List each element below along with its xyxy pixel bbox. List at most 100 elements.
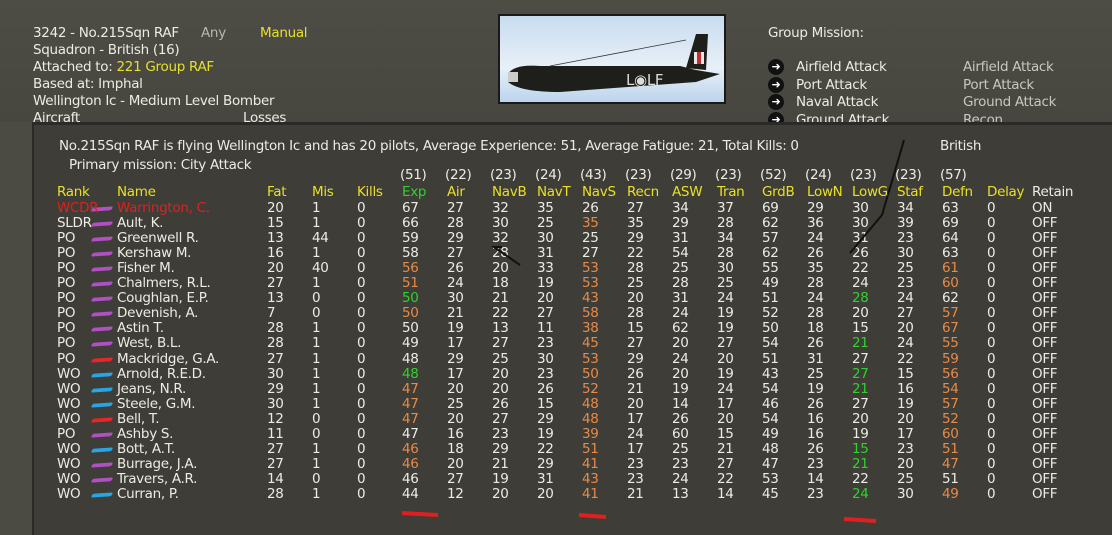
cell-retain[interactable]: OFF xyxy=(1032,245,1058,262)
cell-name[interactable]: Chalmers, R.L. xyxy=(117,275,211,292)
cell-lown: 19 xyxy=(807,380,824,397)
cell-name[interactable]: Fisher M. xyxy=(117,260,175,277)
cell-retain[interactable]: OFF xyxy=(1032,365,1058,382)
cell-mis: 44 xyxy=(312,230,329,247)
column-header-navb[interactable]: NavB xyxy=(492,184,527,200)
cell-name[interactable]: Steele, G.M. xyxy=(117,395,196,412)
arrow-right-icon[interactable]: ➜ xyxy=(768,94,784,110)
column-header-delay[interactable]: Delay xyxy=(987,184,1025,200)
cell-retain[interactable]: OFF xyxy=(1032,455,1058,472)
cell-defn: 57 xyxy=(942,305,959,322)
group-mission-option[interactable]: ➜ Naval Attack xyxy=(768,94,878,110)
column-header-recn[interactable]: Recn xyxy=(627,184,659,200)
cell-navb: 26 xyxy=(492,395,509,412)
cell-name[interactable]: Burrage, J.A. xyxy=(117,455,198,472)
cell-defn: 52 xyxy=(942,410,959,427)
cell-name[interactable]: Bott, A.T. xyxy=(117,440,175,457)
column-header-air[interactable]: Air xyxy=(447,184,465,200)
cell-name[interactable]: Ashby S. xyxy=(117,425,174,442)
cell-grdb: 46 xyxy=(762,395,779,412)
cell-retain[interactable]: OFF xyxy=(1032,380,1058,397)
cell-retain[interactable]: OFF xyxy=(1032,215,1058,232)
column-header-exp[interactable]: Exp xyxy=(402,184,427,200)
cell-exp: 49 xyxy=(402,335,419,352)
cell-navt: 30 xyxy=(537,230,554,247)
cell-name[interactable]: Ault, K. xyxy=(117,215,164,232)
group-mission-option[interactable]: ➜ Port Attack xyxy=(768,76,867,93)
cell-name[interactable]: Greenwell R. xyxy=(117,230,199,247)
column-header-rank[interactable]: Rank xyxy=(57,184,90,200)
arrow-right-icon[interactable]: ➜ xyxy=(768,59,784,75)
cell-retain[interactable]: OFF xyxy=(1032,410,1058,427)
cell-retain[interactable]: OFF xyxy=(1032,305,1058,322)
arrow-right-icon[interactable]: ➜ xyxy=(768,76,784,93)
cell-retain[interactable]: OFF xyxy=(1032,290,1058,307)
based-link[interactable]: Imphal xyxy=(98,76,143,92)
cell-retain[interactable]: OFF xyxy=(1032,260,1058,277)
cell-retain[interactable]: OFF xyxy=(1032,230,1058,247)
cell-asw: 20 xyxy=(672,365,689,382)
cell-name[interactable]: Astin T. xyxy=(117,320,164,337)
column-header-navs[interactable]: NavS xyxy=(582,184,616,200)
cell-name[interactable]: Bell, T. xyxy=(117,410,160,427)
cell-name[interactable]: Travers, A.R. xyxy=(117,470,198,487)
attached-link[interactable]: 221 Group RAF xyxy=(116,59,215,75)
cell-retain[interactable]: OFF xyxy=(1032,440,1058,457)
cell-delay: 0 xyxy=(987,485,996,502)
cell-name[interactable]: Kershaw M. xyxy=(117,245,192,262)
cell-exp: 67 xyxy=(402,200,419,216)
cell-name[interactable]: Devenish, A. xyxy=(117,305,199,322)
column-header-name[interactable]: Name xyxy=(117,184,156,200)
cell-navt: 20 xyxy=(537,290,554,307)
cell-staf: 20 xyxy=(897,410,914,427)
cell-retain[interactable]: OFF xyxy=(1032,320,1058,337)
cell-retain[interactable]: OFF xyxy=(1032,275,1058,292)
cell-name[interactable]: Mackridge, G.A. xyxy=(117,350,220,367)
mode-toggle[interactable]: Manual xyxy=(260,25,308,41)
cell-retain[interactable]: OFF xyxy=(1032,470,1058,487)
cell-name[interactable]: Coughlan, E.P. xyxy=(117,290,209,307)
column-header-fat[interactable]: Fat xyxy=(267,184,287,200)
cell-staf: 23 xyxy=(897,230,914,247)
cell-rank: WO xyxy=(57,485,81,502)
aircraft-type[interactable]: Wellington Ic - Medium Level Bomber xyxy=(33,93,275,109)
cell-air: 27 xyxy=(447,200,464,216)
cell-grdb: 54 xyxy=(762,410,779,427)
column-header-mis[interactable]: Mis xyxy=(312,184,334,200)
cell-tran: 21 xyxy=(717,440,734,457)
cell-retain[interactable]: OFF xyxy=(1032,350,1058,367)
column-header-asw[interactable]: ASW xyxy=(672,184,703,200)
cell-fat: 15 xyxy=(267,215,284,232)
cell-retain[interactable]: OFF xyxy=(1032,425,1058,442)
column-header-defn[interactable]: Defn xyxy=(942,184,973,200)
cell-retain[interactable]: OFF xyxy=(1032,395,1058,412)
column-header-retain[interactable]: Retain xyxy=(1032,184,1074,200)
cell-mis: 1 xyxy=(312,365,321,382)
any-label[interactable]: Any xyxy=(201,25,226,41)
aircraft-image[interactable]: L◉LF xyxy=(498,14,726,104)
column-header-kills[interactable]: Kills xyxy=(357,184,383,200)
cell-exp: 48 xyxy=(402,365,419,382)
cell-retain[interactable]: OFF xyxy=(1032,335,1058,352)
column-header-lown[interactable]: LowN xyxy=(807,184,843,200)
cell-mis: 40 xyxy=(312,260,329,277)
cell-name[interactable]: Curran, P. xyxy=(117,485,179,502)
column-header-staf[interactable]: Staf xyxy=(897,184,923,200)
column-header-lowg[interactable]: LowG xyxy=(852,184,888,200)
column-header-tran[interactable]: Tran xyxy=(717,184,745,200)
column-header-grdb[interactable]: GrdB xyxy=(762,184,795,200)
cell-retain[interactable]: ON xyxy=(1032,200,1053,216)
group-mission-option[interactable]: ➜ Airfield Attack xyxy=(768,59,887,75)
cell-asw: 25 xyxy=(672,260,689,277)
cell-delay: 0 xyxy=(987,275,996,292)
cell-name[interactable]: Jeans, N.R. xyxy=(117,380,187,397)
cell-name[interactable]: Arnold, R.E.D. xyxy=(117,365,206,382)
cell-name[interactable]: West, B.L. xyxy=(117,335,182,352)
cell-asw: 31 xyxy=(672,230,689,247)
cell-name[interactable]: Warrington, C. xyxy=(117,200,210,216)
cell-asw: 23 xyxy=(672,455,689,472)
cell-retain[interactable]: OFF xyxy=(1032,485,1058,502)
cell-recn: 28 xyxy=(627,260,644,277)
cell-tran: 14 xyxy=(717,485,734,502)
column-header-navt[interactable]: NavT xyxy=(537,184,571,200)
